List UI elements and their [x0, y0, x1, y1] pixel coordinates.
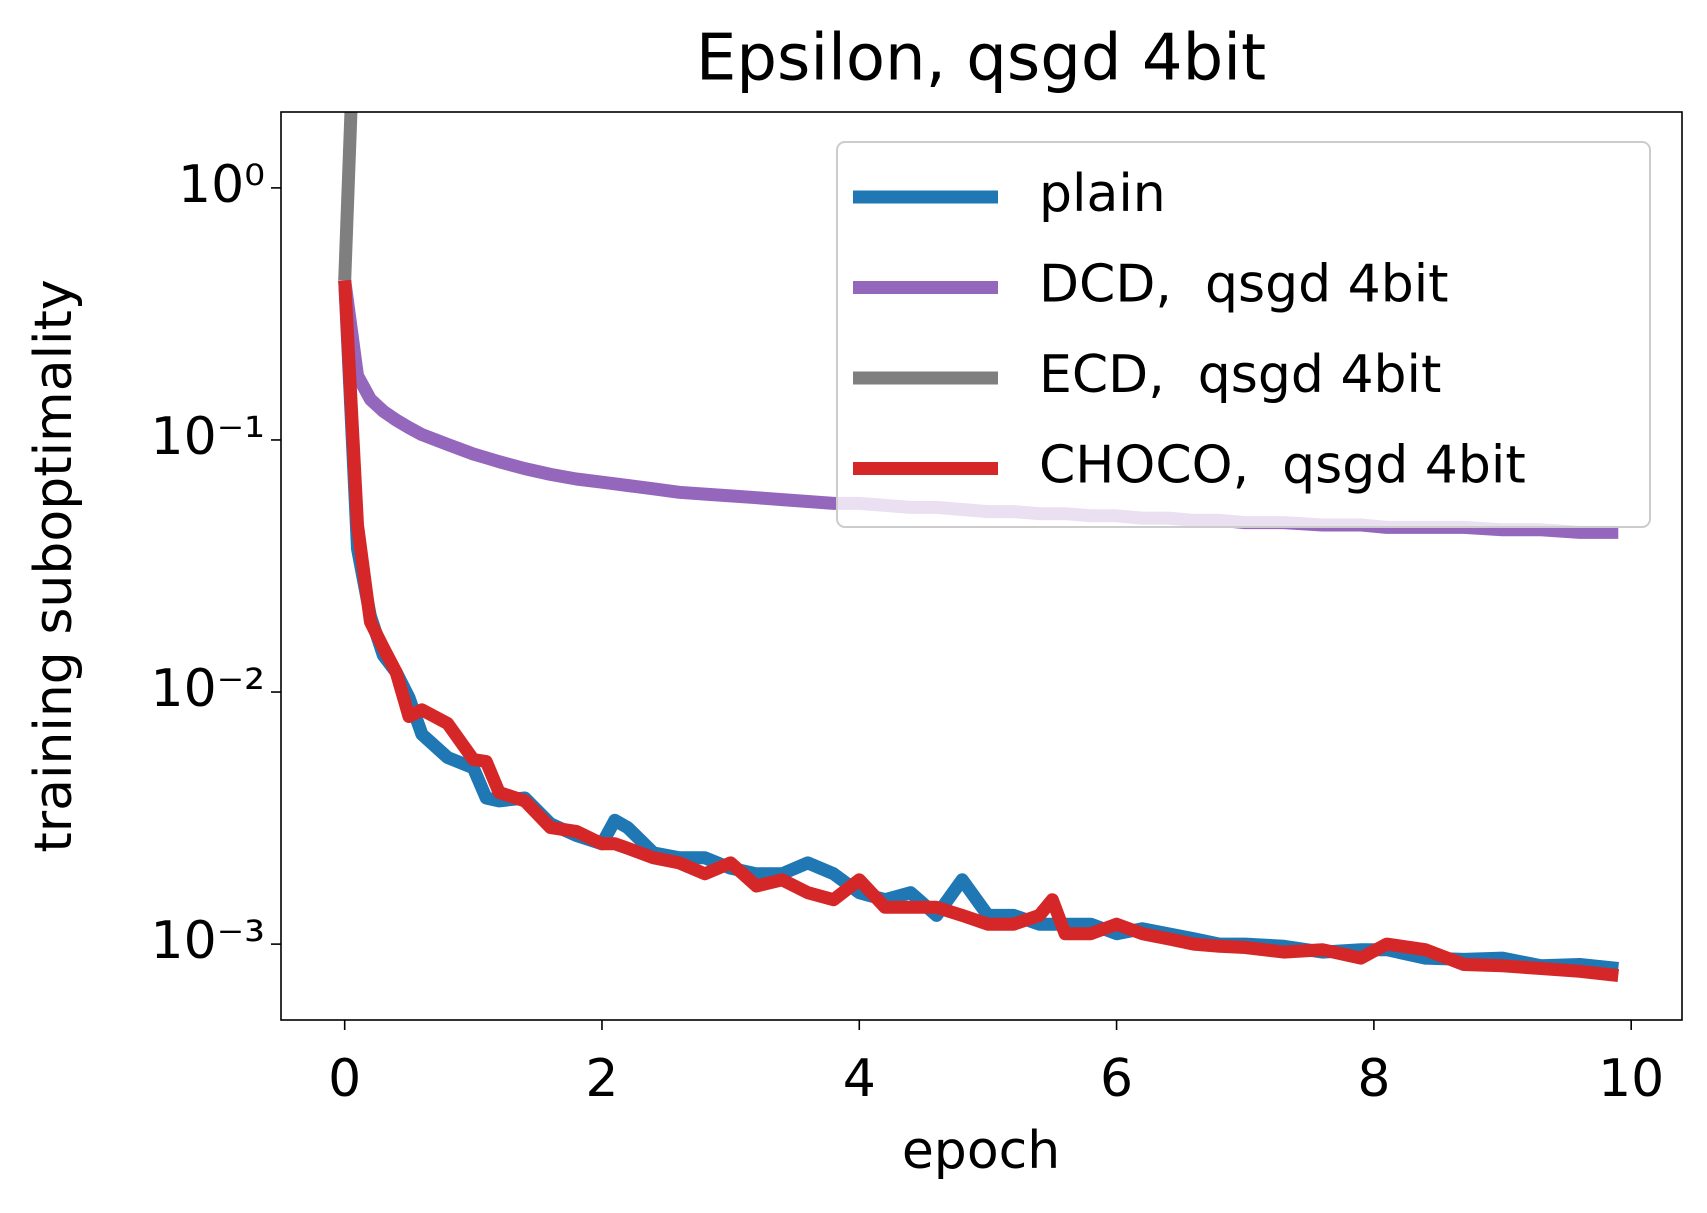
legend: plain DCD, qsgd 4bit ECD, qsgd 4bit CHOCO, … [836, 141, 1651, 528]
series-line [338, 112, 358, 281]
x-tick-label: 6 [1100, 1049, 1133, 1109]
x-tick-label: 4 [843, 1049, 876, 1109]
y-tick-label: 10⁻² [151, 659, 265, 719]
y-tick-label: 10⁻¹ [151, 407, 265, 467]
y-axis-label: training suboptimality [24, 279, 84, 852]
axes-frame [280, 111, 1683, 1021]
legend-label: DCD, qsgd 4bit [1039, 255, 1449, 315]
x-tick-label: 10 [1598, 1049, 1664, 1109]
legend-box [836, 141, 1651, 528]
legend-label: CHOCO, qsgd 4bit [1039, 436, 1526, 496]
chart-title: Epsilon, qsgd 4bit [696, 22, 1266, 96]
y-tick-label: 10⁰ [178, 155, 265, 215]
x-tick-label: 8 [1357, 1049, 1390, 1109]
legend-label: ECD, qsgd 4bit [1039, 345, 1441, 405]
x-tick-label: 2 [585, 1049, 618, 1109]
x-axis-label: epoch [902, 1121, 1060, 1181]
y-tick-label: 10⁻³ [151, 911, 265, 971]
x-tick-label: 0 [328, 1049, 361, 1109]
series-line [338, 279, 1620, 983]
legend-label: plain [1039, 164, 1166, 224]
